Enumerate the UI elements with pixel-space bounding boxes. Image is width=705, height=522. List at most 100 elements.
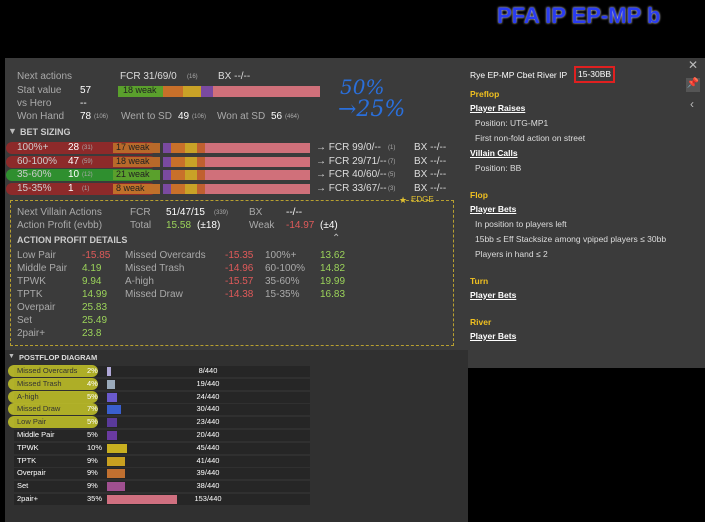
row-pct: 9% [87, 468, 98, 478]
row-stripe [14, 366, 310, 377]
stat-label: Won at SD [217, 111, 266, 122]
distribution-bar [107, 379, 115, 389]
distribution-bar [107, 367, 111, 376]
stat-bar-segment [213, 86, 320, 97]
villain-value: (±4) [320, 220, 338, 231]
row-pct: 7% [87, 404, 98, 414]
row-count: 8/440 [198, 366, 218, 375]
row-stripe [14, 468, 310, 480]
detail-label: A-high [125, 276, 154, 287]
detail-value: 23.8 [82, 328, 102, 339]
fcr-count: (1) [388, 145, 396, 151]
detail-value: 25.49 [82, 315, 108, 326]
detail-label: Set [17, 315, 33, 326]
row-count: (59) [82, 158, 93, 165]
filter-title: Rye EP-MP Cbet River IP [470, 70, 568, 80]
row-label: Overpair [17, 468, 46, 478]
row-count: 23/440 [196, 417, 220, 427]
stat-bar-segment [163, 86, 183, 97]
row-count: 41/440 [196, 455, 220, 465]
row-count: 20/440 [196, 430, 220, 439]
pin-icon[interactable]: 📌 [686, 78, 700, 92]
bet-bar-segment [205, 143, 310, 153]
villain-value: 15.58 [166, 220, 192, 231]
row-value: 28 [68, 142, 80, 153]
section-heading: Turn [470, 276, 489, 286]
bet-bar-segment [171, 183, 185, 194]
bet-bar-segment [185, 143, 197, 153]
bx-text: BX --/-- [414, 155, 447, 167]
fcr-text: → FCR 29/71/-- [316, 155, 387, 167]
action-link[interactable]: Player Raises [470, 103, 526, 113]
row-count: 45/440 [196, 442, 220, 452]
row-pct: 9% [87, 455, 98, 465]
row-count: 24/440 [196, 391, 220, 401]
stat-count: (16) [187, 74, 198, 80]
details-caret[interactable]: ⌃ [332, 233, 341, 244]
detail-value: 9.94 [82, 276, 102, 287]
bx-text: BX --/-- [414, 182, 447, 194]
stat-value: 49 [178, 111, 190, 122]
villain-value: 51/47/15 [166, 207, 205, 218]
villain-label: BX [249, 207, 263, 218]
highlight [8, 416, 98, 429]
main-panel [5, 58, 705, 368]
highlight [8, 390, 98, 403]
action-link[interactable]: Player Bets [470, 331, 517, 341]
weak-bar [113, 183, 160, 194]
bet-bar-segment [171, 156, 185, 167]
detail-label: Middle Pair [17, 263, 68, 274]
stat-label: vs Hero [17, 98, 52, 109]
row-count: (12) [82, 172, 93, 178]
close-icon[interactable]: ✕ [688, 58, 699, 72]
bar-label: 18 weak [116, 155, 150, 166]
bet-bar-segment [205, 170, 310, 180]
stat-label: Next actions [17, 71, 73, 82]
villain-label: Weak [249, 220, 275, 231]
row-stripe [14, 481, 310, 493]
stat-count: (464) [285, 114, 300, 120]
row-count: 39/440 [196, 468, 220, 478]
action-link[interactable]: Villain Calls [470, 148, 518, 158]
row-label: Missed Overcards [17, 366, 78, 375]
villain-value: --/-- [286, 207, 303, 218]
bar-label: 18 weak [123, 85, 157, 95]
fcr-text: → FCR 33/67/-- [316, 182, 387, 194]
row-pct: 9% [87, 481, 98, 491]
fcr-count: (3) [388, 185, 396, 192]
stat-count: (106) [94, 114, 109, 120]
distribution-bar [107, 456, 125, 466]
stat-bar-segment [118, 86, 163, 97]
row-count: 30/440 [196, 404, 220, 414]
distribution-bar [107, 482, 125, 492]
row-count: 19/440 [196, 378, 220, 388]
row-label: Missed Trash [17, 378, 62, 388]
detail-value: -14.38 [225, 289, 254, 300]
detail-label: Low Pair [17, 250, 56, 261]
action-link[interactable]: Player Bets [470, 204, 517, 214]
bet-bar-segment [197, 156, 205, 167]
row-count: 38/440 [196, 481, 220, 491]
detail-value: -15.35 [225, 250, 254, 261]
row-value: 1 [68, 182, 74, 194]
collapse-icon[interactable]: ‹ [690, 97, 694, 111]
section-heading: Flop [470, 190, 488, 200]
distribution-bar [107, 469, 125, 479]
stat-label: Went to SD [121, 111, 172, 122]
section-title: ACTION PROFIT DETAILS [17, 235, 128, 245]
detail-value: 4.19 [82, 263, 102, 274]
weak-bar [113, 156, 160, 167]
detail-value: -15.85 [82, 250, 111, 261]
bet-bar-segment [197, 170, 205, 180]
stat-value: BX --/-- [218, 71, 251, 82]
distribution-bar [107, 405, 121, 415]
action-link[interactable]: Player Bets [470, 290, 517, 300]
fcr-count: (5) [388, 172, 396, 178]
row-pct: 2% [87, 366, 98, 375]
row-label: TPWK [17, 442, 39, 452]
distribution-bar [107, 443, 127, 453]
row-stripe [14, 378, 310, 390]
detail-label: Missed Draw [125, 289, 183, 300]
detail-label: 60-100% [265, 263, 306, 274]
stat-value: 57 [80, 85, 92, 96]
